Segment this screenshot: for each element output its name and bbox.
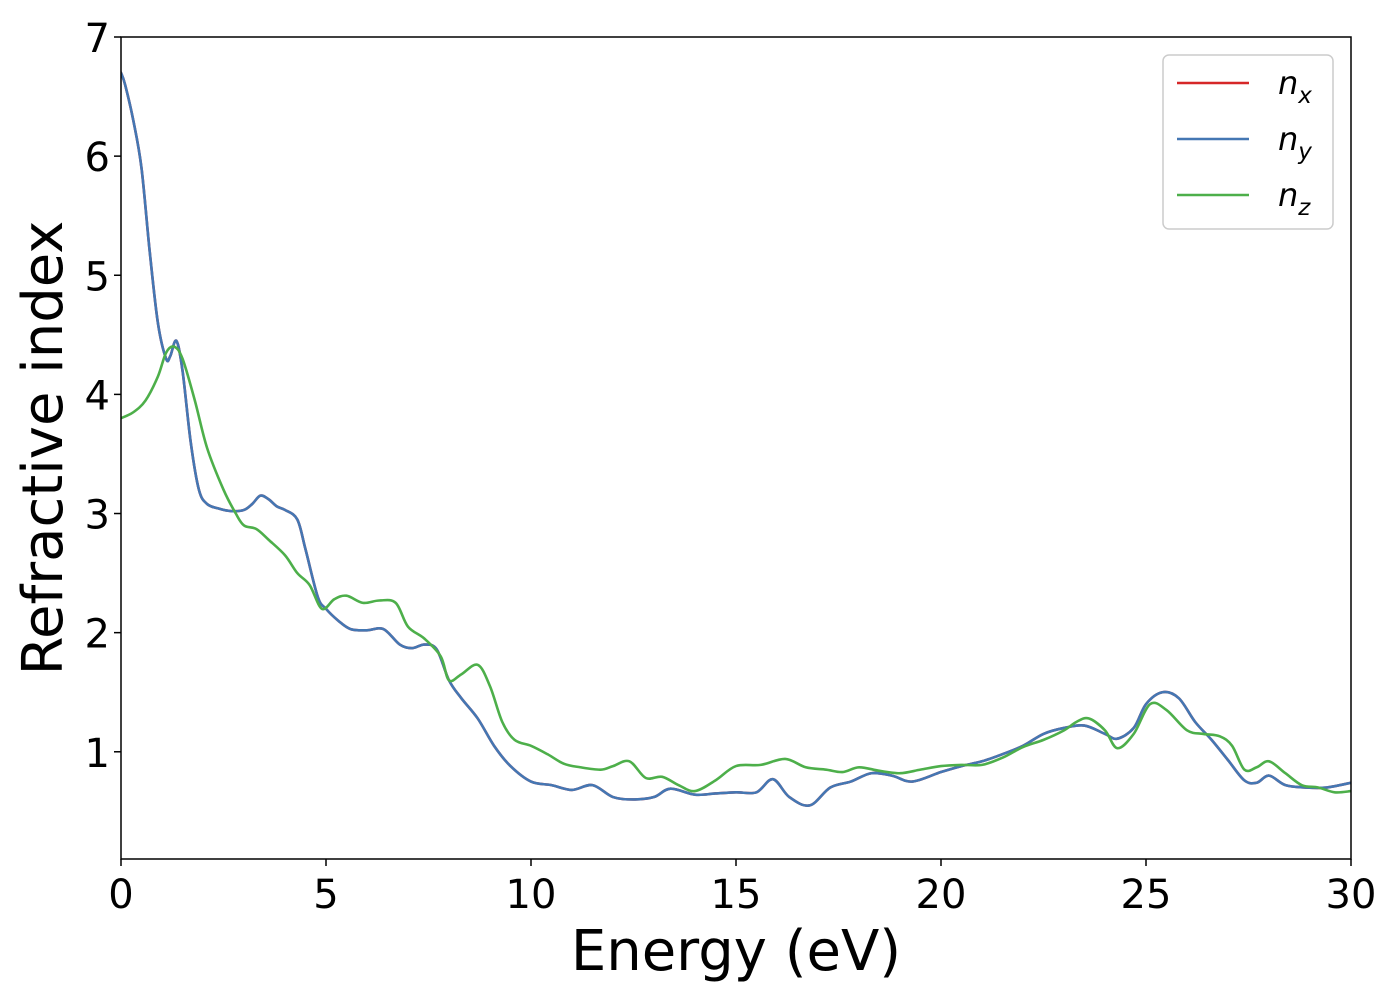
series-line-y (121, 71, 1351, 807)
x-tick-label: 10 (506, 872, 557, 918)
y-axis-label: Refractive index (11, 221, 76, 676)
x-tick-label: 20 (916, 872, 967, 918)
plot-background (121, 37, 1351, 859)
y-tick-label: 5 (85, 254, 110, 300)
x-axis-ticks: 0 5 10 15 20 25 30 (108, 859, 1376, 918)
y-tick-label: 6 (85, 135, 110, 181)
x-tick-label: 0 (108, 872, 133, 918)
x-axis-label: Energy (eV) (571, 919, 901, 984)
y-axis-ticks: 1 2 3 4 5 6 7 (85, 16, 121, 777)
x-tick-label: 15 (711, 872, 762, 918)
legend-box (1162, 54, 1334, 230)
y-tick-label: 7 (85, 16, 110, 62)
y-tick-label: 2 (85, 612, 110, 658)
series-layer (121, 71, 1351, 807)
y-tick-label: 4 (85, 373, 110, 419)
y-tick-label: 1 (85, 731, 110, 777)
x-tick-label: 5 (313, 872, 338, 918)
y-tick-label: 3 (85, 493, 110, 539)
series-line-z (121, 345, 1351, 794)
x-tick-label: 25 (1121, 872, 1172, 918)
x-tick-label: 30 (1326, 872, 1377, 918)
